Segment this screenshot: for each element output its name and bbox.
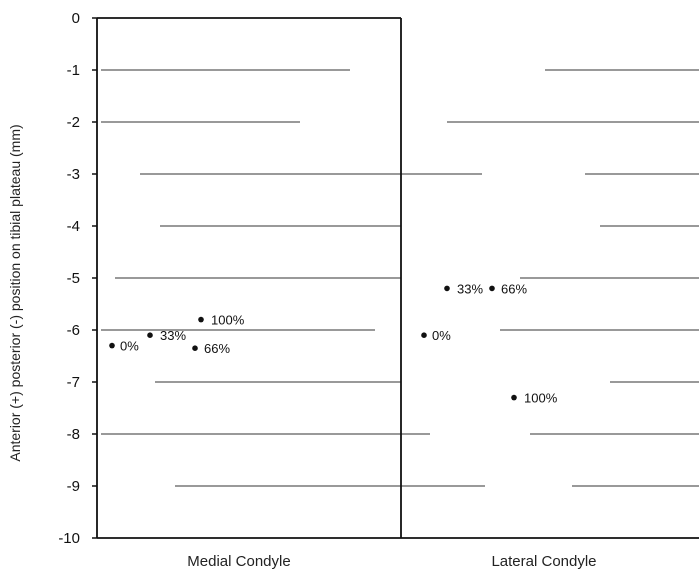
data-label: 66% [204, 341, 230, 356]
data-label: 100% [524, 391, 558, 406]
y-tick-label: -3 [67, 166, 80, 183]
y-tick-label: -8 [67, 426, 80, 443]
data-points: 0% 33% 66% 100% 0% 33% 66% 100% [109, 281, 558, 406]
y-tick-label: -2 [67, 114, 80, 131]
y-tick-label: -1 [67, 62, 80, 79]
category-label-medial-condyle: Medial Condyle [187, 553, 290, 570]
y-tick-label: -7 [67, 374, 80, 391]
data-label: 0% [432, 328, 451, 343]
data-point [511, 394, 517, 401]
y-tick-label: -5 [67, 270, 80, 287]
y-tick-label: 0 [72, 10, 80, 27]
y-tick-label: -9 [67, 478, 80, 495]
y-axis-ticks: 0 -1 -2 -3 -4 -5 -6 -7 -8 -9 -10 [58, 10, 97, 547]
data-label: 33% [457, 281, 483, 296]
y-tick-label: -10 [58, 530, 80, 547]
data-point [444, 285, 450, 292]
data-point [198, 316, 204, 323]
data-point [421, 332, 427, 339]
data-point [489, 285, 495, 292]
data-label: 66% [501, 281, 527, 296]
data-label: 100% [211, 313, 245, 328]
data-label: 33% [160, 328, 186, 343]
data-label: 0% [120, 339, 139, 354]
data-point [192, 345, 198, 352]
gridlines [101, 69, 699, 487]
y-tick-label: -6 [67, 322, 80, 339]
data-point [147, 332, 153, 339]
category-label-lateral-condyle: Lateral Condyle [491, 553, 596, 570]
y-axis-label: Anterior (+) posterior (-) position on t… [7, 124, 23, 461]
y-tick-label: -4 [67, 218, 80, 235]
plot-frame [96, 17, 699, 539]
data-point [109, 342, 115, 349]
